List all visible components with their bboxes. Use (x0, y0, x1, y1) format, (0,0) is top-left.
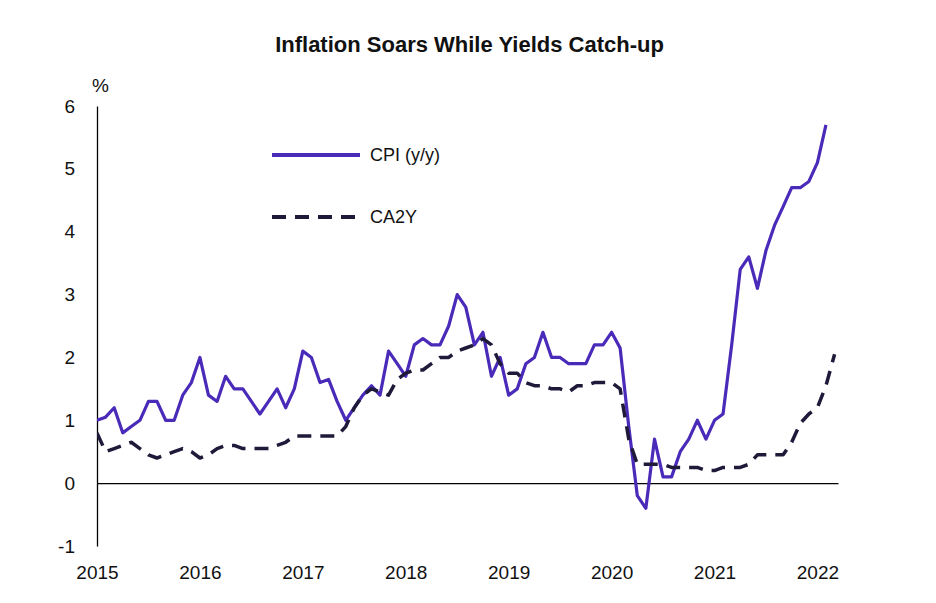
x-tick-label: 2021 (694, 562, 736, 583)
y-tick: 3 (64, 284, 97, 305)
legend-swatch (272, 215, 360, 219)
x-tick: 2017 (282, 483, 324, 583)
y-tick: 6 (64, 96, 97, 117)
y-tick: 5 (64, 158, 97, 179)
x-axis: 2015 2016 2017 2018 2019 2020 2021 2022 (76, 483, 839, 583)
x-tick: 2015 (76, 483, 118, 583)
y-tick: -1 (58, 536, 97, 557)
x-tick: 2021 (694, 483, 736, 583)
y-tick-label: 4 (64, 221, 75, 242)
legend-swatch (272, 153, 360, 157)
y-tick-label: 3 (64, 284, 75, 305)
x-tick-label: 2018 (385, 562, 427, 583)
x-tick-label: 2016 (179, 562, 221, 583)
x-tick: 2020 (591, 483, 633, 583)
x-tick-label: 2019 (488, 562, 530, 583)
x-tick: 2022 (797, 483, 839, 583)
y-tick-label: 6 (64, 96, 75, 117)
y-axis: -1 0 1 2 3 4 5 6 (58, 96, 97, 557)
x-tick: 2019 (488, 483, 530, 583)
y-tick: 1 (64, 410, 97, 431)
series-line (97, 125, 826, 508)
x-axis-line (98, 483, 839, 484)
y-tick: 2 (64, 347, 97, 368)
y-axis-label: % (92, 75, 109, 96)
y-tick-label: 0 (64, 473, 75, 494)
legend-label: CA2Y (370, 207, 417, 227)
x-tick: 2018 (385, 483, 427, 583)
legend-label: CPI (y/y) (370, 145, 440, 165)
y-tick: 0 (64, 473, 97, 494)
y-tick-label: 1 (64, 410, 75, 431)
y-tick: 4 (64, 221, 97, 242)
y-tick-label: 5 (64, 158, 75, 179)
y-tick-label: -1 (58, 536, 75, 557)
plot-area (97, 125, 835, 508)
series-line (97, 339, 835, 471)
legend: CPI (y/y) CA2Y (272, 145, 440, 227)
title: Inflation Soars While Yields Catch-up (275, 32, 664, 57)
x-tick: 2016 (179, 483, 221, 583)
x-tick-label: 2015 (76, 562, 118, 583)
x-tick-label: 2020 (591, 562, 633, 583)
x-tick-label: 2022 (797, 562, 839, 583)
x-tick-label: 2017 (282, 562, 324, 583)
chart: Inflation Soars While Yields Catch-up%-1… (0, 0, 936, 603)
y-tick-label: 2 (64, 347, 75, 368)
y-axis-line (97, 107, 98, 547)
